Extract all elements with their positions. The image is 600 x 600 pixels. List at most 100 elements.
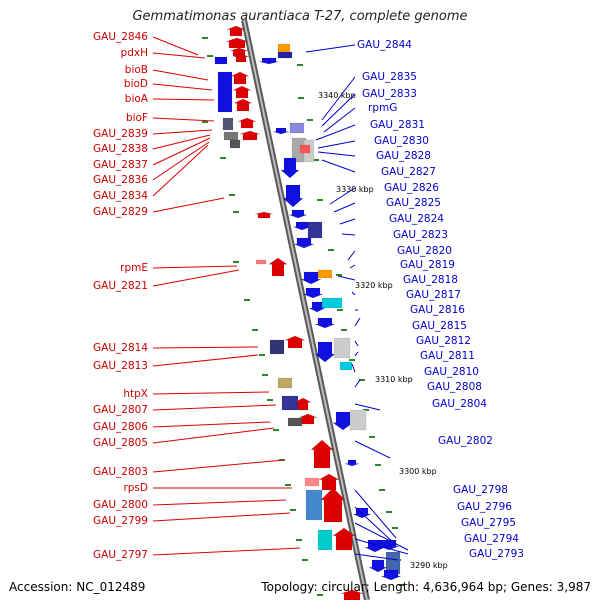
gene-label-right: GAU_2808 <box>427 381 482 393</box>
gene-label-left: GAU_2814 <box>93 342 148 354</box>
right-leader-line <box>354 403 381 411</box>
gene-label-left: rpmE <box>120 262 148 274</box>
gene-shape-51 <box>304 477 320 487</box>
right-leader-line <box>341 233 356 236</box>
gene-label-right: GAU_2811 <box>420 350 475 362</box>
gene-label-right: GAU_2795 <box>461 517 516 529</box>
gene-shape-35 <box>308 301 326 313</box>
gene-shape-12 <box>239 130 261 141</box>
gene-label-right: GAU_2798 <box>453 484 508 496</box>
right-leader-line <box>321 76 356 121</box>
left-leader-line <box>152 83 213 91</box>
gene-shape-42 <box>277 377 293 389</box>
right-leader-line <box>349 264 356 269</box>
gene-label-right: GAU_2817 <box>406 289 461 301</box>
gene-label-left: GAU_2803 <box>93 466 148 478</box>
gene-label-right: GAU_2831 <box>370 119 425 131</box>
gene-shape-36 <box>314 317 336 329</box>
gene-label-left: bioA <box>125 93 149 105</box>
gene-shape-46 <box>298 413 318 425</box>
right-leader-line <box>347 250 356 261</box>
gene-shape-28 <box>293 237 315 249</box>
left-leader-line <box>152 354 259 367</box>
gene-label-left: GAU_2834 <box>93 190 148 202</box>
gene-shape-56 <box>317 529 333 551</box>
gene-label-left: GAU_2807 <box>93 404 148 416</box>
right-leader-line <box>351 363 356 373</box>
gene-label-right: GAU_2794 <box>464 533 519 545</box>
accession-text: Accession: NC_012489 <box>9 580 146 594</box>
left-leader-line <box>152 459 285 473</box>
right-leader-line <box>354 317 361 327</box>
gene-label-left: GAU_2800 <box>93 499 148 511</box>
right-leader-line <box>305 44 356 53</box>
gene-label-left: GAU_2799 <box>93 515 148 527</box>
left-leader-line <box>152 404 277 411</box>
right-leader-line <box>317 140 356 149</box>
right-leader-line <box>339 218 356 225</box>
gene-shape-7 <box>232 85 252 99</box>
left-leader-line <box>152 134 211 150</box>
position-marker: 3310 kbp <box>375 375 413 384</box>
right-leader-line <box>354 440 391 459</box>
gene-shape-41 <box>339 361 353 371</box>
left-leader-line <box>152 129 213 135</box>
gene-label-right: GAU_2823 <box>393 229 448 241</box>
right-leader-line <box>354 351 359 357</box>
gene-shape-40 <box>333 337 351 359</box>
right-leader-line <box>333 202 356 213</box>
position-marker: 3340 kbp <box>318 91 356 100</box>
gene-shape-10 <box>237 117 257 129</box>
gene-label-left: GAU_2837 <box>93 159 148 171</box>
right-leader-line <box>354 506 397 546</box>
gene-shape-61 <box>368 559 388 573</box>
gene-shape-34 <box>321 297 343 309</box>
gene-shape-16 <box>277 51 293 59</box>
gene-label-left: GAU_2805 <box>93 437 148 449</box>
gene-label-left: GAU_2813 <box>93 360 148 372</box>
gene-shape-57 <box>332 527 356 551</box>
gene-label-right: GAU_2827 <box>381 166 436 178</box>
right-leader-line <box>321 159 356 173</box>
position-marker: 3290 kbp <box>410 561 448 570</box>
gene-shape-32 <box>300 271 322 285</box>
gene-shape-24 <box>282 184 304 208</box>
position-marker: 3320 kbp <box>355 281 393 290</box>
gene-shape-43 <box>281 395 299 411</box>
genome-stats-text: Topology: circular; Length: 4,636,964 bp… <box>261 580 591 594</box>
gene-label-right: GAU_2802 <box>438 435 493 447</box>
gene-label-right: GAU_2833 <box>362 88 417 100</box>
gene-shape-17 <box>258 57 280 65</box>
left-leader-line <box>152 98 215 101</box>
gene-shape-50 <box>344 459 360 467</box>
right-leader-line <box>337 275 356 281</box>
left-leader-line <box>152 197 225 213</box>
gene-label-right: GAU_2810 <box>424 366 479 378</box>
gene-shape-30 <box>255 259 267 265</box>
left-leader-line <box>152 144 209 197</box>
gene-label-left: rpsD <box>123 482 148 494</box>
gene-shape-1 <box>225 37 249 49</box>
gene-shape-5 <box>217 71 233 113</box>
gene-label-left: GAU_2836 <box>93 174 148 186</box>
left-leader-line <box>152 141 210 181</box>
gene-shape-3 <box>214 56 228 65</box>
gene-label-right: GAU_2828 <box>376 150 431 162</box>
gene-shape-31 <box>317 269 333 279</box>
left-leader-line <box>152 391 270 395</box>
position-marker: 3300 kbp <box>399 467 437 476</box>
gene-shape-54 <box>320 487 346 523</box>
gene-label-left: GAU_2838 <box>93 143 148 155</box>
right-leader-line <box>317 151 356 157</box>
right-leader-line <box>354 489 397 539</box>
right-leader-line <box>354 340 359 347</box>
gene-label-right: GAU_2830 <box>374 135 429 147</box>
right-leader-line <box>354 379 361 388</box>
position-marker: 3330 kbp <box>336 185 374 194</box>
genome-backbone-highlight <box>243 19 368 600</box>
left-leader-line <box>152 137 211 166</box>
left-leader-line <box>152 52 206 59</box>
gene-label-right: GAU_2825 <box>386 197 441 209</box>
gene-label-left: bioD <box>124 78 148 90</box>
